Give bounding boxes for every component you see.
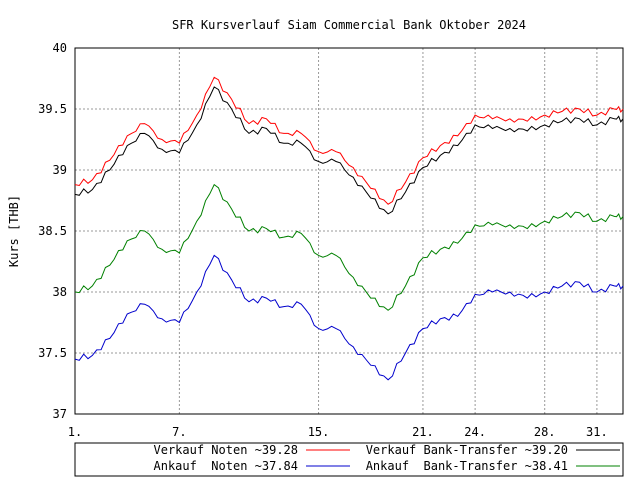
x-tick-label: 28. xyxy=(534,425,556,439)
legend: Verkauf Noten ~39.28 Verkauf Bank-Transfe… xyxy=(154,443,620,473)
legend-label-1: Verkauf Noten ~39.28 xyxy=(154,443,299,457)
y-tick-label: 37 xyxy=(53,407,67,421)
x-tick-label: 15. xyxy=(308,425,330,439)
y-axis-label: Kurs [THB] xyxy=(7,195,21,267)
grid xyxy=(75,48,623,414)
x-tick-label: 21. xyxy=(412,425,434,439)
series-lines xyxy=(74,76,624,381)
x-tick-label: 24. xyxy=(464,425,486,439)
y-tick-label: 38 xyxy=(53,285,67,299)
series-line-2 xyxy=(74,86,624,215)
series-line-3 xyxy=(74,254,624,381)
legend-label-2: Verkauf Bank-Transfer ~39.20 xyxy=(366,443,568,457)
y-tick-label: 38.5 xyxy=(38,224,67,238)
legend-label-4: Ankauf Bank-Transfer ~38.41 xyxy=(366,459,568,473)
series-line-1 xyxy=(74,76,624,205)
legend-label-3: Ankauf Noten ~37.84 xyxy=(154,459,299,473)
x-tick-labels: 1. 7. 15. 21. 24. 28. 31. xyxy=(68,425,608,439)
legend-box xyxy=(74,442,624,477)
x-tick-label: 1. xyxy=(68,425,82,439)
y-tick-label: 39.5 xyxy=(38,102,67,116)
chart-title: SFR Kursverlauf Siam Commercial Bank Okt… xyxy=(172,18,526,32)
x-tick-label: 31. xyxy=(586,425,608,439)
y-tick-label: 40 xyxy=(53,41,67,55)
y-tick-label: 37.5 xyxy=(38,346,67,360)
plot-frame xyxy=(74,47,624,415)
y-tick-label: 39 xyxy=(53,163,67,177)
series-line-4 xyxy=(74,183,624,311)
x-tick-label: 7. xyxy=(172,425,186,439)
y-tick-labels: 37 37.5 38 38.5 39 39.5 40 xyxy=(38,41,67,421)
